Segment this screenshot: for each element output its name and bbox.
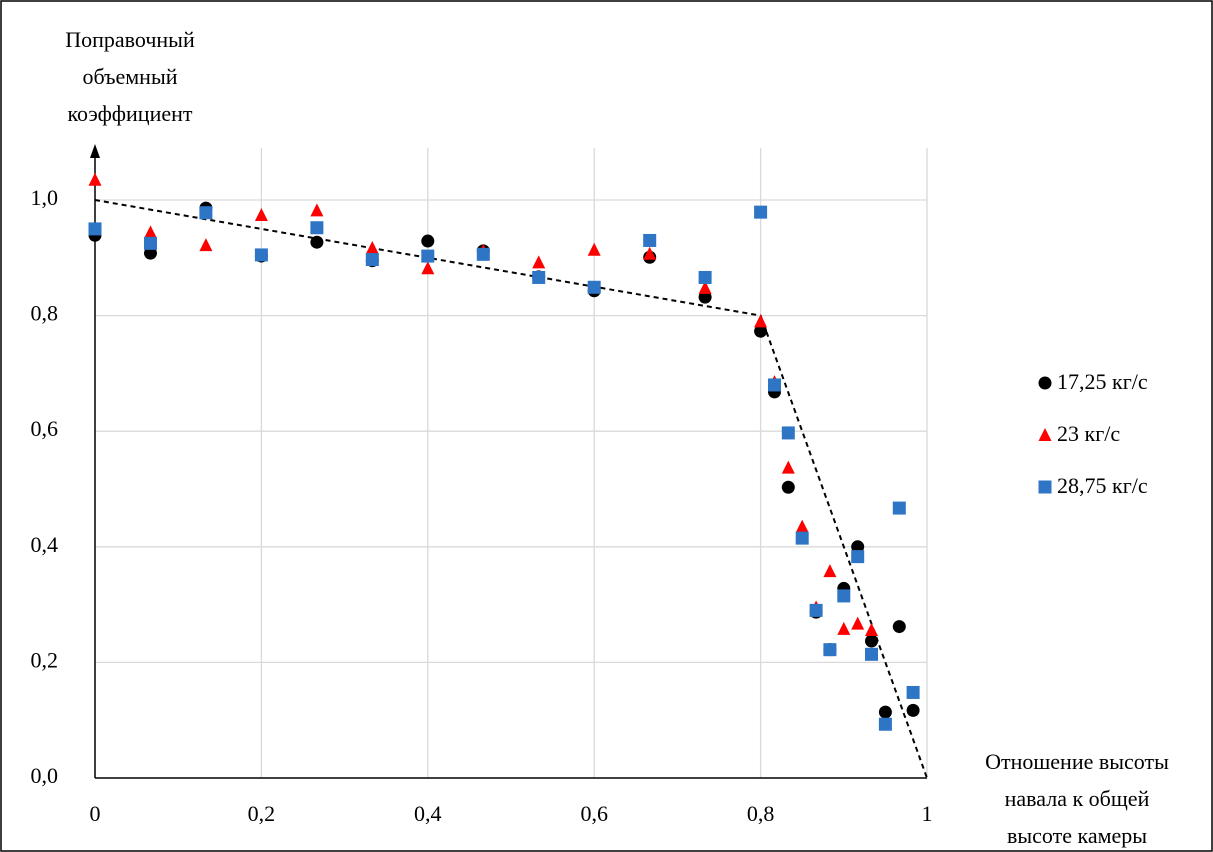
point [421, 249, 435, 263]
point [878, 705, 892, 719]
legend-label: 28,75 кг/с [1057, 473, 1148, 498]
point [865, 647, 879, 661]
point [643, 246, 657, 260]
point [906, 703, 920, 717]
point [421, 234, 435, 248]
point [698, 270, 712, 284]
point [892, 501, 906, 515]
x-tick-label: 0,6 [580, 801, 608, 826]
point [199, 206, 213, 220]
point [698, 280, 712, 294]
legend-marker [1038, 480, 1052, 494]
x-axis-label: Отношение высоты [985, 749, 1169, 774]
y-tick-label: 1,0 [31, 185, 59, 210]
legend-marker [1038, 428, 1052, 441]
x-tick-label: 1 [922, 801, 933, 826]
y-tick-label: 0,0 [31, 763, 59, 788]
point [365, 240, 379, 254]
y-axis-label: коэффициент [67, 101, 192, 126]
point [851, 550, 865, 564]
point [892, 620, 906, 634]
point [781, 460, 795, 474]
point [88, 222, 102, 236]
legend-label: 23 кг/с [1057, 421, 1120, 446]
point [851, 540, 865, 554]
point [906, 685, 920, 699]
point [823, 564, 837, 578]
point [532, 270, 546, 284]
y-tick-label: 0,6 [31, 416, 59, 441]
point [837, 589, 851, 603]
point [88, 172, 102, 186]
marks [88, 172, 928, 779]
point [254, 208, 268, 222]
point [823, 643, 837, 657]
y-axis-label: объемный [82, 64, 177, 89]
point [754, 324, 768, 338]
point [795, 531, 809, 545]
y-axis-label: Поправочный [65, 27, 195, 52]
x-axis-label: навала к общей [1005, 786, 1150, 811]
point [767, 378, 781, 392]
y-tick-label: 0,2 [31, 647, 59, 672]
x-tick-label: 0,2 [248, 801, 276, 826]
point [781, 426, 795, 440]
point [878, 717, 892, 731]
point [587, 280, 601, 294]
point [421, 261, 435, 275]
legend-marker [1038, 376, 1052, 390]
legend-label: 17,25 кг/с [1057, 369, 1148, 394]
point [199, 238, 213, 252]
point [837, 621, 851, 635]
x-tick-label: 0 [90, 801, 101, 826]
point [781, 480, 795, 494]
point [851, 616, 865, 630]
point [865, 634, 879, 648]
point [754, 314, 768, 328]
point [310, 235, 324, 249]
y-axis-arrow [90, 144, 100, 158]
point [143, 225, 157, 239]
point [643, 233, 657, 247]
point [532, 255, 546, 269]
point [310, 203, 324, 217]
y-tick-label: 0,4 [31, 532, 59, 557]
point [809, 603, 823, 617]
point [795, 519, 809, 533]
point [865, 623, 879, 637]
x-axis-label: высоте камеры [1007, 823, 1147, 848]
point [754, 205, 768, 219]
x-tick-label: 0,8 [747, 801, 775, 826]
point [587, 242, 601, 256]
point [254, 248, 268, 262]
point [310, 221, 324, 235]
point [143, 246, 157, 260]
y-tick-label: 0,8 [31, 301, 59, 326]
x-tick-label: 0,4 [414, 801, 442, 826]
point [365, 253, 379, 267]
point [476, 247, 490, 261]
point [143, 236, 157, 250]
